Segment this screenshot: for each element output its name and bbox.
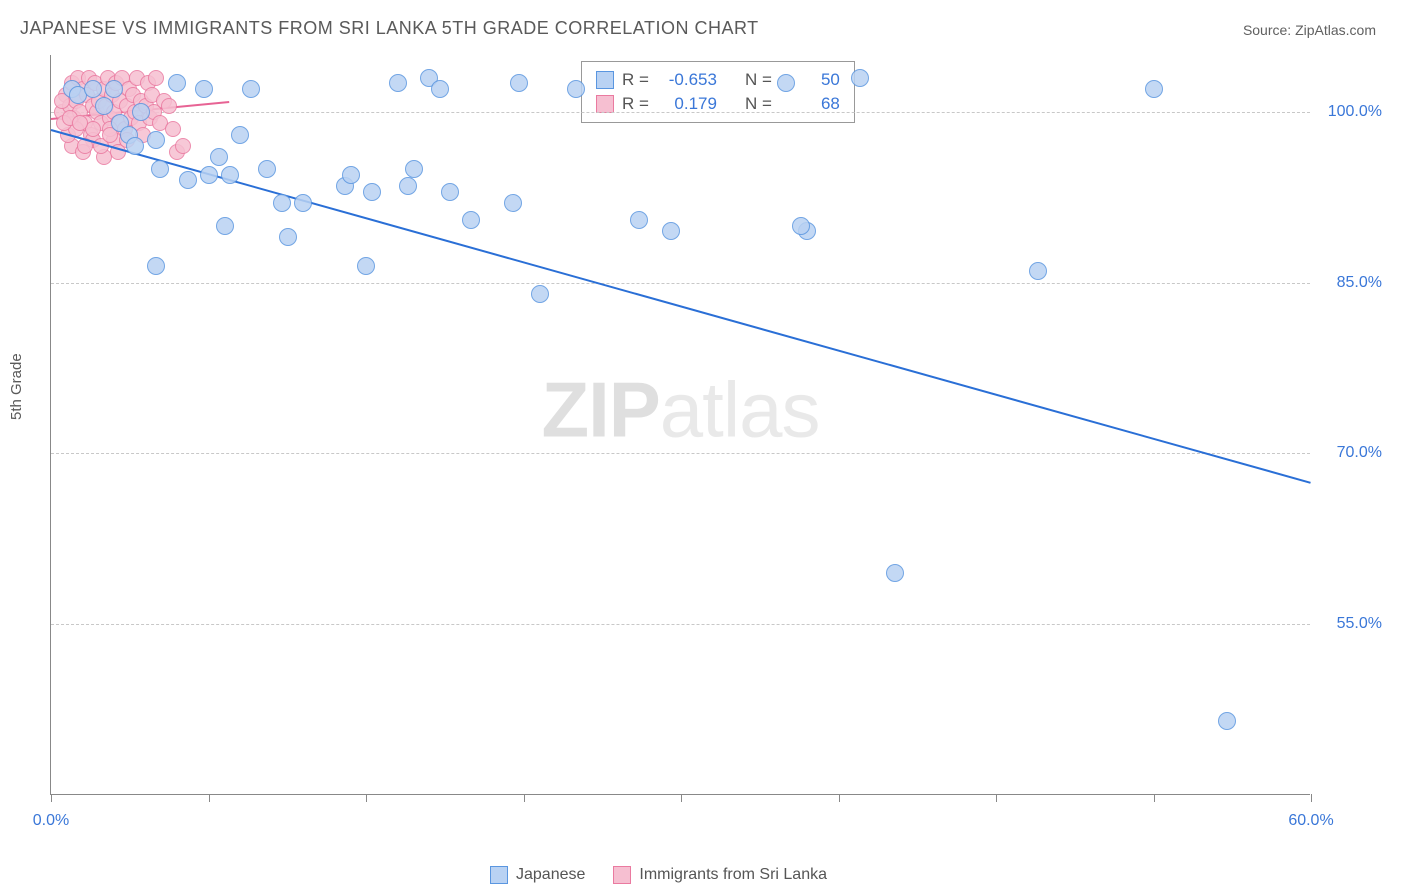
data-point — [147, 257, 165, 275]
x-tick — [209, 794, 210, 802]
data-point — [161, 98, 177, 114]
stats-row: R = -0.653 N = 50 — [596, 68, 840, 92]
data-point — [357, 257, 375, 275]
data-point — [510, 74, 528, 92]
y-tick-label: 70.0% — [1337, 444, 1382, 462]
x-tick — [1311, 794, 1312, 802]
x-tick — [681, 794, 682, 802]
data-point — [84, 80, 102, 98]
gridline — [51, 283, 1310, 284]
data-point — [431, 80, 449, 98]
data-point — [151, 160, 169, 178]
x-tick — [366, 794, 367, 802]
swatch-srilanka — [596, 95, 614, 113]
x-tick — [839, 794, 840, 802]
data-point — [231, 126, 249, 144]
x-tick — [524, 794, 525, 802]
data-point — [363, 183, 381, 201]
legend-label: Immigrants from Sri Lanka — [639, 866, 827, 884]
chart-title: JAPANESE VS IMMIGRANTS FROM SRI LANKA 5T… — [20, 18, 759, 39]
data-point — [200, 166, 218, 184]
data-point — [221, 166, 239, 184]
y-axis-label: 5th Grade — [8, 353, 25, 420]
data-point — [441, 183, 459, 201]
data-point — [886, 564, 904, 582]
data-point — [95, 97, 113, 115]
data-point — [630, 211, 648, 229]
data-point — [399, 177, 417, 195]
gridline — [51, 112, 1310, 113]
data-point — [504, 194, 522, 212]
watermark: ZIPatlas — [541, 364, 819, 455]
correlation-stats-box: R = -0.653 N = 50 R = 0.179 N = 68 — [581, 61, 855, 123]
data-point — [258, 160, 276, 178]
gridline — [51, 453, 1310, 454]
data-point — [777, 74, 795, 92]
data-point — [132, 103, 150, 121]
data-point — [1029, 262, 1047, 280]
data-point — [126, 137, 144, 155]
data-point — [179, 171, 197, 189]
data-point — [210, 148, 228, 166]
data-point — [195, 80, 213, 98]
data-point — [1145, 80, 1163, 98]
x-tick — [1154, 794, 1155, 802]
plot-area: ZIPatlas R = -0.653 N = 50 R = 0.179 N =… — [50, 55, 1310, 795]
data-point — [792, 217, 810, 235]
data-point — [279, 228, 297, 246]
data-point — [148, 70, 164, 86]
y-tick-label: 55.0% — [1337, 615, 1382, 633]
data-point — [1218, 712, 1236, 730]
x-tick-label: 60.0% — [1288, 812, 1333, 830]
data-point — [342, 166, 360, 184]
data-point — [405, 160, 423, 178]
data-point — [147, 131, 165, 149]
data-point — [294, 194, 312, 212]
source-attribution: Source: ZipAtlas.com — [1243, 22, 1376, 38]
x-tick — [51, 794, 52, 802]
legend-item: Japanese — [490, 866, 585, 884]
data-point — [242, 80, 260, 98]
gridline — [51, 624, 1310, 625]
data-point — [168, 74, 186, 92]
r-value: -0.653 — [657, 70, 717, 90]
r-label: R = — [622, 70, 649, 90]
data-point — [851, 69, 869, 87]
data-point — [662, 222, 680, 240]
legend: Japanese Immigrants from Sri Lanka — [490, 866, 827, 884]
data-point — [531, 285, 549, 303]
data-point — [273, 194, 291, 212]
data-point — [567, 80, 585, 98]
swatch-japanese — [596, 71, 614, 89]
data-point — [216, 217, 234, 235]
data-point — [165, 121, 181, 137]
y-tick-label: 85.0% — [1337, 274, 1382, 292]
y-tick-label: 100.0% — [1328, 103, 1382, 121]
trendline — [51, 129, 1312, 484]
legend-item: Immigrants from Sri Lanka — [613, 866, 827, 884]
legend-label: Japanese — [516, 866, 585, 884]
swatch-japanese — [490, 866, 508, 884]
data-point — [175, 138, 191, 154]
x-tick — [996, 794, 997, 802]
data-point — [72, 115, 88, 131]
data-point — [462, 211, 480, 229]
data-point — [389, 74, 407, 92]
x-tick-label: 0.0% — [33, 812, 69, 830]
data-point — [105, 80, 123, 98]
swatch-srilanka — [613, 866, 631, 884]
n-label: N = — [745, 70, 772, 90]
